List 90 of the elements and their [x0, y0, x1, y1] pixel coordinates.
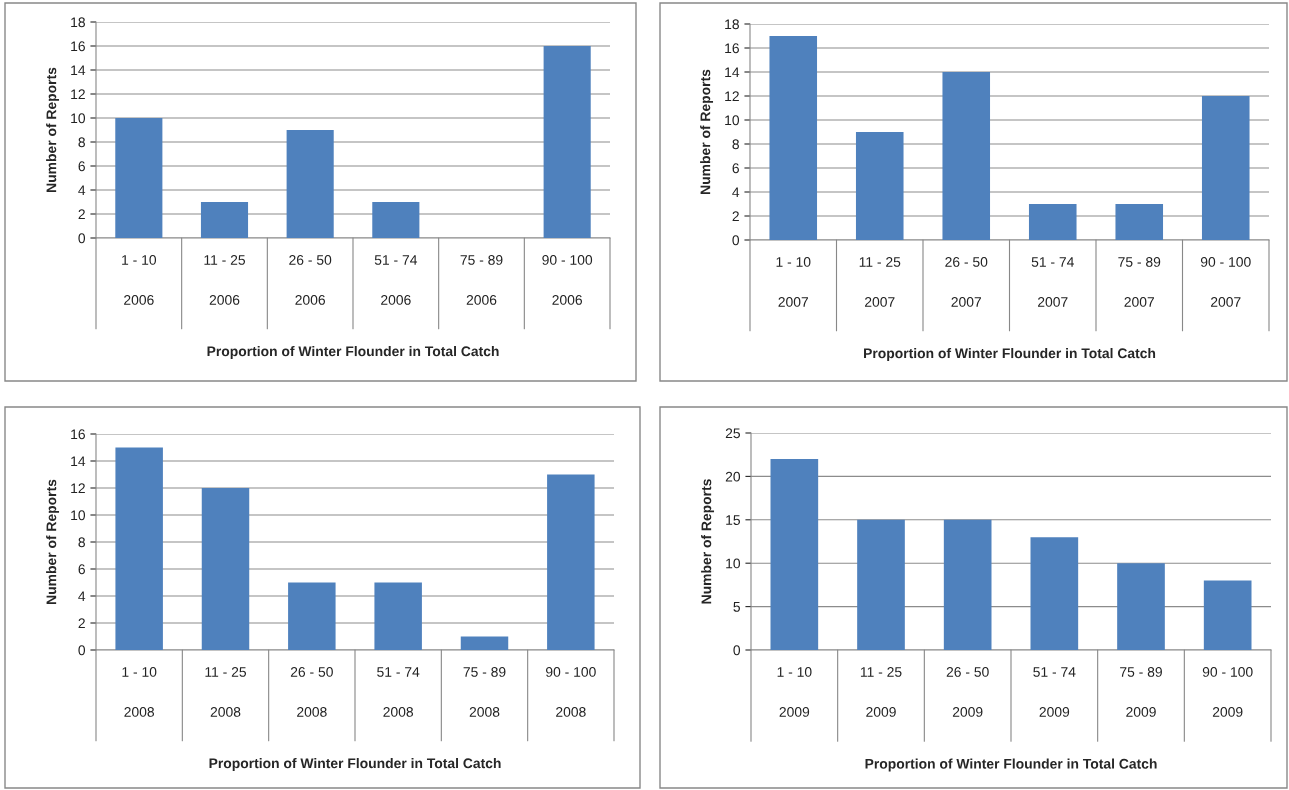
- bar: [115, 118, 163, 238]
- y-tick-label: 12: [71, 483, 85, 494]
- bar: [1201, 96, 1250, 240]
- category-label: 11 - 25 2009: [860, 667, 902, 717]
- y-tick-label: 5: [733, 602, 740, 612]
- category-label: 90 - 100 2006: [542, 255, 593, 305]
- y-tick-label: 16: [725, 43, 739, 54]
- bar: [770, 459, 819, 650]
- bar: [942, 72, 991, 240]
- bar: [943, 519, 992, 650]
- y-tick-label: 10: [71, 510, 86, 521]
- y-tick-label: 20: [725, 471, 741, 482]
- y-tick-label: 2: [78, 209, 85, 220]
- bar: [201, 488, 250, 650]
- category-label: 51 - 74 2008: [377, 667, 420, 717]
- y-tick-label: 4: [732, 187, 740, 198]
- y-tick-label: 14: [725, 67, 740, 78]
- y-tick-label: 14: [71, 65, 86, 76]
- bar: [115, 447, 163, 650]
- bar: [857, 519, 905, 650]
- y-tick-label: 8: [732, 139, 739, 150]
- y-axis-title: Number of Reports: [46, 67, 60, 192]
- category-label: 75 - 89 2006: [460, 255, 503, 305]
- category-label: 90 - 100 2007: [1200, 257, 1251, 307]
- y-tick-label: 0: [733, 645, 741, 656]
- bar: [547, 474, 595, 650]
- y-tick-label: 15: [726, 515, 740, 525]
- category-label: 11 - 25 2008: [205, 667, 247, 717]
- category-label: 1 - 10 2006: [122, 255, 157, 305]
- y-axis-title: Number of Reports: [46, 479, 60, 604]
- category-label: 26 - 50 2009: [946, 667, 989, 717]
- bar: [288, 582, 336, 650]
- y-tick-label: 6: [78, 564, 85, 575]
- y-tick-label: 16: [71, 429, 85, 440]
- category-label: 26 - 50 2006: [289, 255, 332, 305]
- bar: [374, 582, 422, 650]
- y-axis-title: Number of Reports: [700, 69, 714, 194]
- y-tick-label: 0: [78, 645, 86, 656]
- x-axis-title: Proportion of Winter Flounder in Total Catch: [865, 758, 1157, 772]
- bar: [1028, 204, 1077, 240]
- category-label: 90 - 100 2009: [1202, 667, 1253, 717]
- x-axis-title: Proportion of Winter Flounder in Total Catch: [207, 346, 499, 359]
- category-label: 1 - 10 2007: [776, 257, 811, 307]
- bar: [460, 636, 509, 650]
- y-tick-label: 0: [732, 235, 740, 246]
- category-label: 51 - 74 2007: [1031, 257, 1074, 307]
- bar: [1030, 537, 1079, 650]
- category-label: 26 - 50 2008: [290, 667, 333, 717]
- y-tick-label: 25: [725, 428, 740, 439]
- y-tick-label: 0: [78, 233, 86, 244]
- category-label: 75 - 89 2008: [463, 667, 506, 717]
- bar: [286, 130, 334, 238]
- y-axis-title: Number of Reports: [701, 479, 715, 604]
- y-tick-label: 6: [732, 163, 739, 174]
- bar: [855, 132, 904, 240]
- bar: [543, 46, 591, 238]
- y-tick-label: 16: [71, 41, 85, 52]
- bar: [372, 202, 420, 238]
- y-tick-label: 2: [732, 211, 739, 222]
- category-label: 51 - 74 2009: [1033, 667, 1076, 717]
- bar: [1203, 580, 1252, 650]
- y-tick-label: 12: [71, 89, 85, 100]
- y-tick-label: 10: [71, 113, 86, 124]
- category-label: 51 - 74 2006: [374, 255, 418, 305]
- bar: [200, 202, 249, 238]
- y-tick-label: 4: [78, 185, 86, 196]
- bar: [1117, 563, 1165, 650]
- y-tick-label: 10: [725, 115, 740, 126]
- y-tick-label: 12: [725, 91, 739, 102]
- category-label: 11 - 25 2006: [204, 255, 246, 305]
- y-tick-label: 18: [725, 19, 739, 30]
- category-label: 90 - 100 2008: [546, 667, 596, 717]
- y-tick-label: 6: [78, 161, 85, 172]
- y-tick-label: 8: [78, 537, 85, 548]
- category-label: 1 - 10 2008: [122, 667, 157, 717]
- y-tick-label: 8: [78, 137, 85, 148]
- y-tick-label: 4: [78, 591, 86, 602]
- x-axis-title: Proportion of Winter Flounder in Total Catch: [209, 758, 501, 771]
- bar: [769, 36, 818, 240]
- x-axis-title: Proportion of Winter Flounder in Total Catch: [864, 348, 1156, 361]
- category-label: 1 - 10 2009: [777, 667, 812, 717]
- y-tick-label: 2: [78, 618, 85, 629]
- bar: [1115, 204, 1164, 240]
- category-label: 26 - 50 2007: [945, 257, 988, 307]
- category-label: 75 - 89 2007: [1118, 257, 1161, 307]
- y-tick-label: 10: [726, 558, 741, 569]
- y-tick-label: 18: [71, 17, 85, 28]
- category-label: 11 - 25 2007: [859, 257, 901, 307]
- y-tick-label: 14: [71, 456, 86, 467]
- category-label: 75 - 89 2009: [1120, 667, 1162, 717]
